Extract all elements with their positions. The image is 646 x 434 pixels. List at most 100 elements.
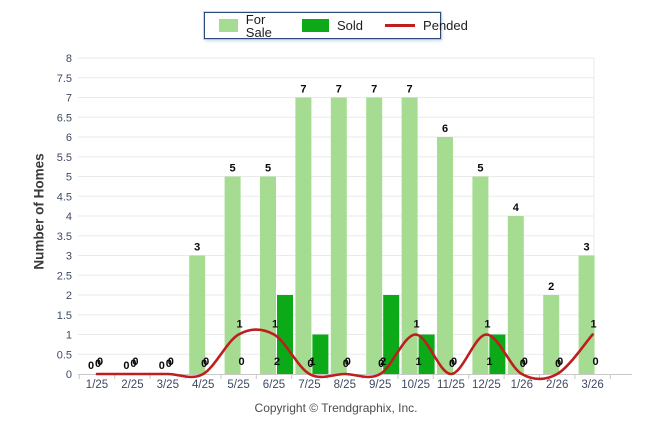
legend-label-sold: Sold	[337, 18, 364, 33]
svg-text:7.5: 7.5	[57, 73, 72, 85]
svg-text:2: 2	[66, 290, 72, 302]
legend-label-for-sale: For Sale	[245, 11, 272, 40]
svg-text:3: 3	[66, 251, 72, 263]
for-sale-bar	[189, 255, 206, 374]
svg-text:1: 1	[414, 319, 420, 331]
svg-text:0: 0	[168, 356, 174, 368]
svg-text:7: 7	[407, 84, 413, 96]
for-sale-bar	[401, 97, 418, 374]
svg-text:7: 7	[371, 84, 377, 96]
svg-text:7: 7	[66, 93, 72, 105]
svg-text:1: 1	[591, 319, 597, 331]
value-labels: 0 00 0 00 0 003005015217107007207116005114002…	[88, 84, 599, 373]
sold-bar	[418, 334, 435, 374]
sold-bar	[489, 334, 506, 374]
svg-text:2/26: 2/26	[546, 379, 568, 391]
svg-text:9/25: 9/25	[369, 379, 391, 391]
for-sale-bar	[224, 176, 241, 374]
svg-text:3: 3	[194, 242, 200, 254]
svg-text:7/25: 7/25	[298, 379, 320, 391]
svg-text:6: 6	[66, 132, 72, 144]
svg-text:1: 1	[237, 319, 243, 331]
svg-text:0.5: 0.5	[57, 349, 72, 361]
svg-text:2/25: 2/25	[121, 379, 143, 391]
svg-text:2: 2	[548, 281, 554, 293]
svg-text:1/26: 1/26	[511, 379, 533, 391]
svg-text:11/25: 11/25	[437, 379, 465, 391]
svg-text:0: 0	[66, 369, 72, 381]
svg-text:0: 0	[159, 360, 165, 372]
svg-text:1: 1	[484, 319, 490, 331]
svg-text:1: 1	[272, 319, 278, 331]
svg-text:4: 4	[513, 202, 520, 214]
svg-text:0: 0	[345, 356, 351, 368]
svg-text:6.5: 6.5	[57, 112, 72, 124]
svg-text:12/25: 12/25	[472, 379, 501, 391]
svg-text:1: 1	[486, 356, 492, 368]
svg-text:4: 4	[66, 211, 72, 223]
svg-text:0: 0	[130, 358, 136, 370]
sold-bars	[277, 295, 506, 374]
for-sale-swatch-icon	[219, 19, 238, 32]
svg-text:0: 0	[97, 356, 103, 368]
svg-text:2.5: 2.5	[57, 270, 72, 282]
svg-text:0: 0	[123, 360, 129, 372]
svg-text:7: 7	[300, 84, 306, 96]
pended-line-swatch-icon	[385, 24, 416, 27]
svg-text:0: 0	[522, 356, 528, 368]
x-axis-tick-labels: 1/25 2/25 3/25 4/25 5/25 6/25 7/25 8/25 9/25 10/2…	[86, 379, 604, 391]
svg-text:0: 0	[166, 358, 172, 370]
svg-text:0: 0	[201, 358, 207, 370]
svg-text:10/25: 10/25	[401, 379, 430, 391]
svg-text:1.5: 1.5	[57, 310, 72, 322]
svg-text:5: 5	[66, 172, 72, 184]
legend-item-for-sale: For Sale	[219, 13, 280, 39]
svg-text:4.5: 4.5	[57, 191, 72, 203]
svg-text:0: 0	[520, 358, 526, 370]
svg-text:5: 5	[477, 163, 483, 175]
svg-text:0: 0	[239, 356, 245, 368]
svg-text:1: 1	[416, 356, 422, 368]
svg-text:3/26: 3/26	[581, 379, 603, 391]
svg-text:8: 8	[66, 53, 72, 65]
sold-bar	[312, 334, 329, 374]
svg-text:6/25: 6/25	[263, 379, 285, 391]
svg-text:0: 0	[343, 358, 349, 370]
copyright-text: Copyright © Trendgraphix, Inc.	[254, 401, 418, 415]
legend-item-sold: Sold	[302, 19, 363, 32]
sold-bar	[277, 295, 293, 374]
for-sale-bar	[578, 255, 595, 374]
svg-text:0: 0	[203, 356, 209, 368]
svg-text:0: 0	[555, 358, 561, 370]
svg-text:0: 0	[132, 356, 138, 368]
svg-text:2: 2	[274, 356, 280, 368]
svg-text:0: 0	[451, 356, 457, 368]
svg-text:1: 1	[309, 356, 315, 368]
svg-text:5/25: 5/25	[227, 379, 249, 391]
for-sale-bar	[330, 97, 347, 374]
legend: For Sale Sold Pended	[204, 12, 468, 39]
sold-swatch-icon	[302, 19, 330, 32]
for-sale-bar	[437, 137, 453, 374]
svg-text:0: 0	[557, 356, 563, 368]
svg-text:0: 0	[449, 358, 455, 370]
svg-text:7: 7	[336, 84, 342, 96]
for-sale-bar	[295, 97, 312, 374]
y-axis-tick-labels: 0 0.5 1 1.5 2 2.5 3 3.5 4 4.5 5 5.5 6 6.5 7 7.5 8	[57, 53, 72, 381]
svg-text:3: 3	[584, 242, 590, 254]
svg-text:0: 0	[378, 358, 384, 370]
svg-text:5: 5	[230, 163, 236, 175]
svg-text:0: 0	[95, 358, 101, 370]
for-sale-bar	[366, 97, 383, 374]
svg-text:6: 6	[442, 123, 448, 135]
svg-text:1: 1	[66, 330, 72, 342]
for-sale-bar	[507, 216, 524, 374]
svg-text:0: 0	[88, 360, 94, 372]
for-sale-bars	[189, 97, 595, 374]
pended-line	[95, 328, 594, 381]
svg-text:5.5: 5.5	[57, 152, 72, 164]
svg-text:3/25: 3/25	[157, 379, 179, 391]
for-sale-bar	[260, 176, 276, 374]
svg-text:8/25: 8/25	[334, 379, 356, 391]
